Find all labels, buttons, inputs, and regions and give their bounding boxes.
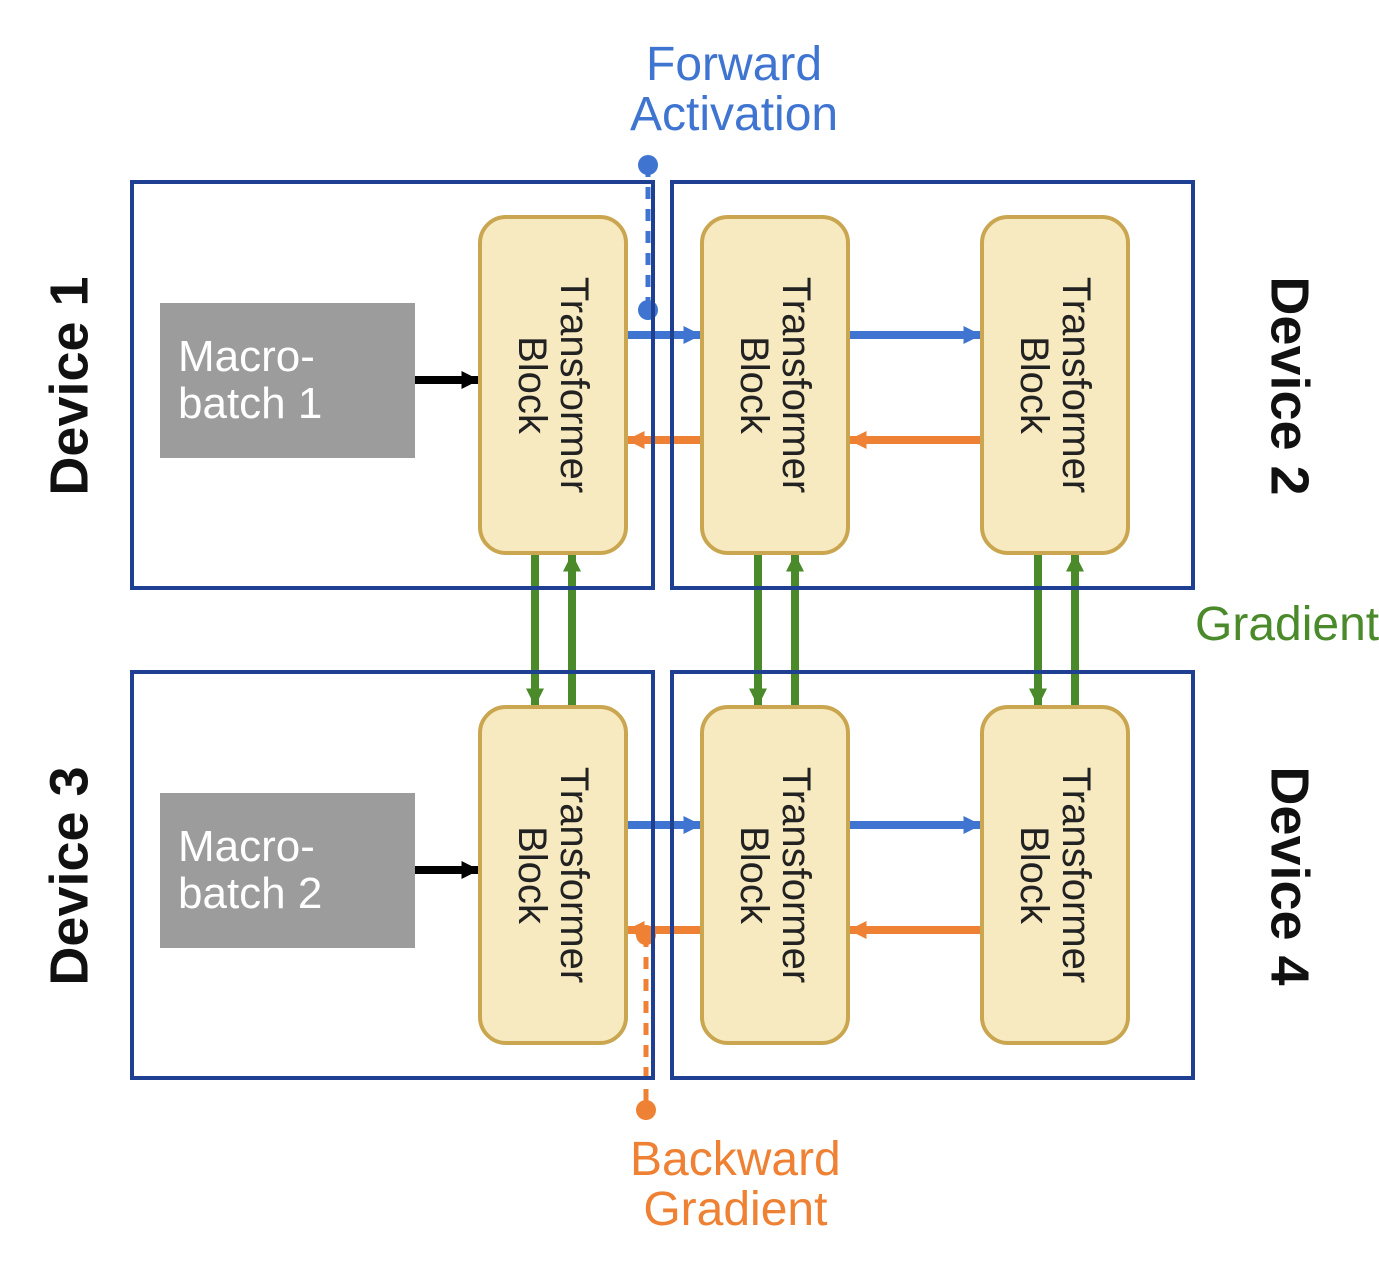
- transformer-block: TransformerBlock: [980, 705, 1130, 1045]
- macro-batch-box: Macro-batch 1: [160, 303, 415, 458]
- transformer-block-label: TransformerBlock: [1013, 277, 1097, 493]
- transformer-block: TransformerBlock: [980, 215, 1130, 555]
- transformer-block-label: TransformerBlock: [511, 277, 595, 493]
- macro-label-line2: batch 2: [178, 871, 322, 917]
- macro-label-line1: Macro-: [178, 334, 315, 380]
- transformer-block: TransformerBlock: [478, 215, 628, 555]
- transformer-block: TransformerBlock: [478, 705, 628, 1045]
- device-label: Device 1: [39, 276, 101, 495]
- transformer-block-label: TransformerBlock: [511, 767, 595, 983]
- legend-backward: Backward Gradient: [630, 1135, 841, 1236]
- macro-label-line2: batch 1: [178, 381, 322, 427]
- legend-forward: Forward Activation: [630, 40, 838, 141]
- device-label: Device 2: [1259, 276, 1321, 495]
- macro-label-line1: Macro-: [178, 824, 315, 870]
- transformer-block-label: TransformerBlock: [1013, 767, 1097, 983]
- transformer-block-label: TransformerBlock: [733, 277, 817, 493]
- backward-legend-leader-dot: [636, 1100, 656, 1120]
- macro-batch-box: Macro-batch 2: [160, 793, 415, 948]
- transformer-block-label: TransformerBlock: [733, 767, 817, 983]
- device-label: Device 3: [39, 766, 101, 985]
- forward-legend-leader-dot: [638, 155, 658, 175]
- device-label: Device 4: [1259, 766, 1321, 985]
- transformer-block: TransformerBlock: [700, 215, 850, 555]
- transformer-block: TransformerBlock: [700, 705, 850, 1045]
- legend-gradient: Gradient: [1195, 600, 1379, 650]
